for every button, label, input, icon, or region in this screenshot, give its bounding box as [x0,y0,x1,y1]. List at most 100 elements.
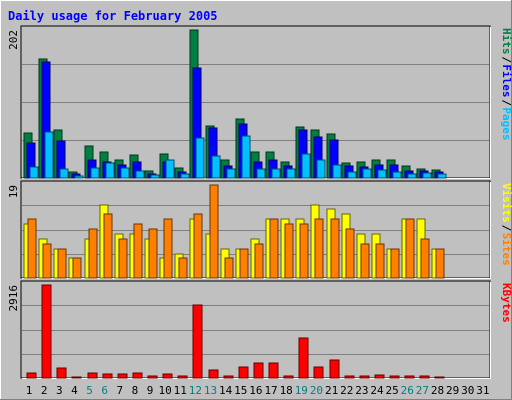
x-label-day-6: 6 [101,384,108,397]
bar-sites-day-15 [239,248,249,279]
bar-sites-day-24 [375,243,385,279]
x-label-day-4: 4 [71,384,78,397]
bar-kbytes-day-7 [117,373,128,379]
bar-kbytes-day-13 [208,369,219,379]
bar-pages-day-25 [392,171,402,179]
bar-kbytes-day-28 [434,376,445,379]
bar-sites-day-5 [88,228,98,279]
bar-pages-day-4 [74,175,84,179]
bar-pages-day-5 [90,167,100,179]
bar-sites-day-14 [224,257,234,279]
bar-sites-day-3 [57,248,67,279]
bar-kbytes-day-18 [283,375,294,379]
y-max-label: 2916 [7,285,20,312]
bar-sites-day-13 [209,184,219,279]
x-axis-labels: 1 2 3 4 5 6 7 8 9 10 11 12 13 14 15 16 17 18 19 20 21 22 23 24 2… [26,384,490,397]
bar-pages-day-9 [150,174,160,179]
bar-kbytes-day-10 [162,373,173,379]
legend-pages: Pages [500,107,512,140]
bar-pages-day-16 [256,168,266,179]
bar-kbytes-day-20 [313,366,324,379]
bar-sites-day-16 [254,243,264,279]
panel-kbytes: 2916 KBytes [7,280,512,379]
bar-kbytes-day-27 [419,375,430,379]
x-label-day-1: 1 [26,384,33,397]
x-label-day-20: 20 [310,384,323,397]
bar-kbytes-day-3 [56,367,67,379]
bar-kbytes-day-22 [344,375,355,379]
x-label-day-18: 18 [280,384,293,397]
bar-pages-day-7 [120,167,130,179]
x-label-day-27: 27 [416,384,429,397]
x-label-day-10: 10 [159,384,172,397]
bar-sites-day-10 [163,218,173,279]
bar-pages-day-28 [437,173,447,179]
legend-kbytes: KBytes [500,283,512,323]
bar-pages-day-22 [347,171,357,179]
bar-kbytes-day-6 [102,373,113,379]
bar-kbytes-day-12 [192,304,203,379]
bar-pages-day-3 [59,168,69,179]
bar-pages-day-15 [241,135,251,179]
bar-pages-day-6 [105,162,115,179]
panel-visits-sites: 19 Visits /Sites [7,180,512,279]
bar-sites-day-25 [390,248,400,279]
bar-sites-day-19 [299,223,309,279]
x-label-day-8: 8 [132,384,139,397]
x-label-day-3: 3 [56,384,63,397]
x-label-day-17: 17 [264,384,277,397]
legend-kbytes: KBytes [500,283,512,323]
y-max-label: 202 [7,30,20,50]
legend-hits: Hits [500,28,512,55]
x-label-day-25: 25 [385,384,398,397]
bar-kbytes-day-9 [147,375,158,379]
bar-sites-day-28 [435,248,445,279]
bar-kbytes-day-2 [41,284,52,379]
bar-sites-day-1 [27,218,37,279]
x-label-day-28: 28 [431,384,444,397]
bar-sites-day-4 [72,257,82,279]
bar-pages-day-19 [301,153,311,179]
x-label-day-26: 26 [401,384,414,397]
bar-pages-day-14 [226,168,236,179]
x-label-day-23: 23 [355,384,368,397]
bar-sites-day-20 [314,218,324,279]
legend-separator: / [500,225,512,232]
x-label-day-2: 2 [41,384,48,397]
bar-kbytes-day-17 [268,362,279,379]
bar-sites-day-23 [360,243,370,279]
panel-border [20,280,491,379]
bar-pages-day-12 [195,137,205,179]
bar-pages-day-24 [377,169,387,179]
bar-kbytes-day-5 [87,372,98,379]
legend-sites: Sites [500,233,512,266]
bar-kbytes-day-24 [374,374,385,379]
legend-hits-files-pages: Hits/Files/Pages [500,28,512,141]
bar-pages-day-13 [211,155,221,179]
bar-pages-day-18 [286,168,296,179]
chart-title: Daily usage for February 2005 [8,9,218,23]
bar-kbytes-day-15 [238,366,249,379]
bar-kbytes-day-21 [329,359,340,379]
bar-kbytes-day-1 [26,372,37,379]
bar-pages-day-20 [316,159,326,179]
x-label-day-13: 13 [204,384,217,397]
bar-kbytes-day-23 [359,375,370,379]
x-label-day-31: 31 [476,384,489,397]
x-label-day-14: 14 [219,384,233,397]
bar-sites-day-6 [103,213,113,279]
x-label-day-15: 15 [234,384,247,397]
bar-kbytes-day-26 [404,375,415,379]
bar-kbytes-day-8 [132,372,143,379]
bar-kbytes-day-14 [223,375,234,379]
legend-visits: Visits [500,183,512,223]
bar-pages-day-8 [135,170,145,179]
x-label-day-29: 29 [446,384,459,397]
bar-pages-day-21 [332,164,342,179]
x-label-day-30: 30 [461,384,474,397]
bar-pages-day-17 [271,168,281,179]
legend-files: Files [500,64,512,97]
bar-pages-day-1 [29,166,39,179]
